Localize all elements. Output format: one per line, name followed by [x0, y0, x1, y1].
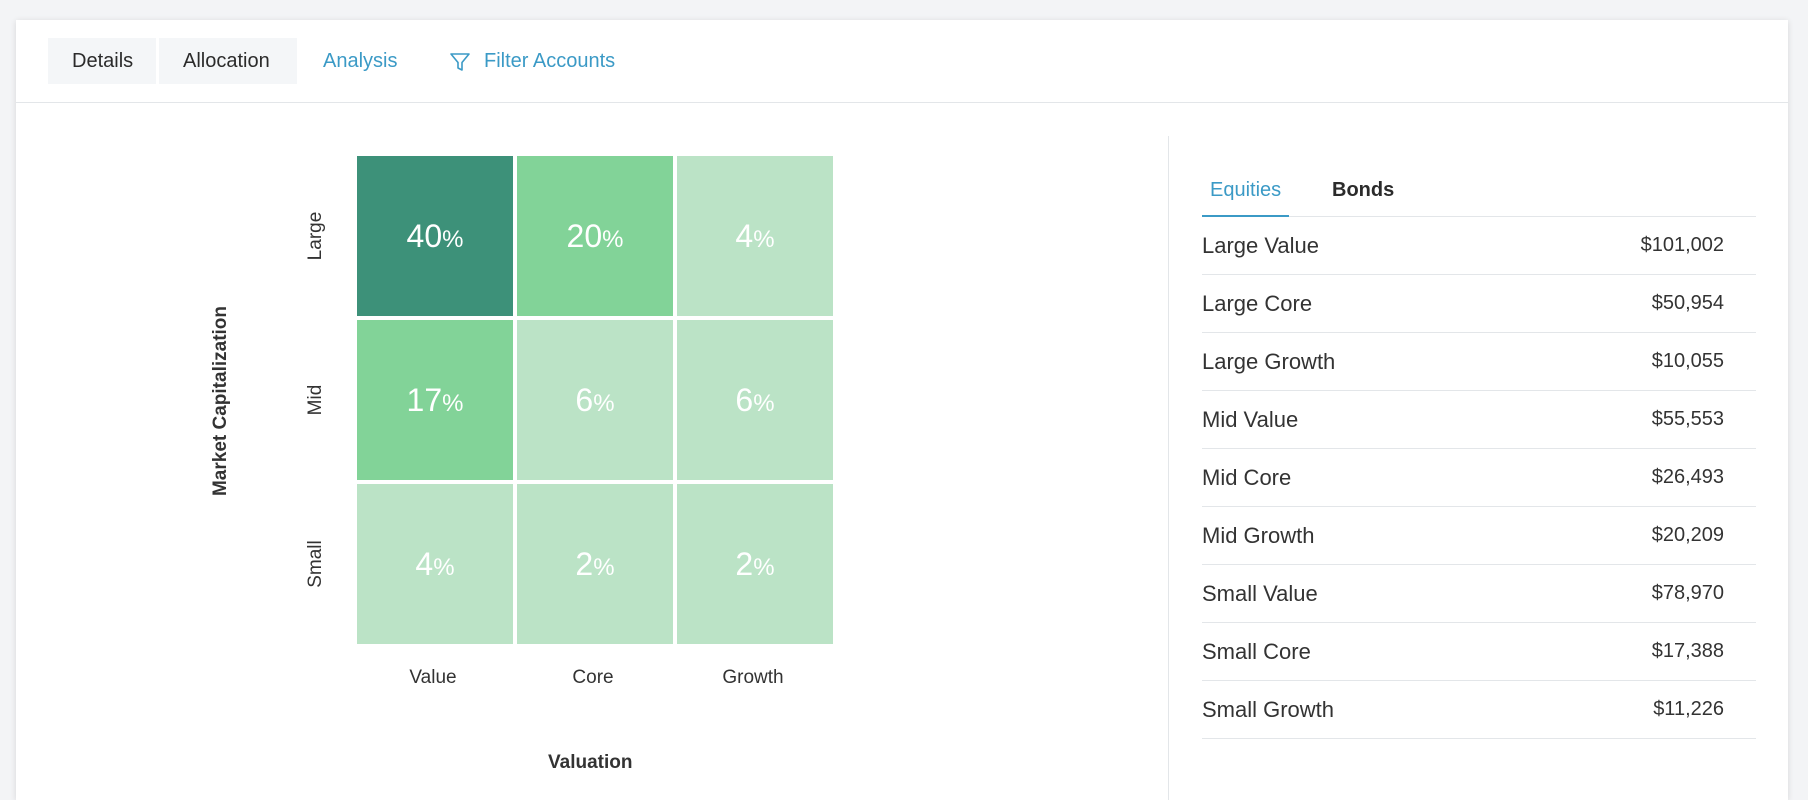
- heatmap-col-label: Growth: [722, 667, 784, 688]
- heatmap-cell-unit: %: [442, 226, 464, 253]
- holding-row: Large Growth $10,055: [1202, 333, 1756, 391]
- heatmap-cell: 4%: [357, 484, 513, 644]
- holding-label: Large Growth: [1202, 349, 1336, 374]
- tab-details[interactable]: Details: [48, 38, 156, 84]
- heatmap-cell-unit: %: [753, 554, 775, 581]
- holding-row: Large Value $101,002: [1202, 217, 1756, 275]
- heatmap-cell: 2%: [517, 484, 673, 644]
- heatmap-cell-unit: %: [602, 226, 624, 253]
- heatmap-cell-value: 2: [735, 546, 754, 582]
- heatmap-cell-value: 40: [406, 218, 443, 254]
- heatmap-cell-unit: %: [753, 390, 775, 417]
- heatmap-row-label: Mid: [305, 384, 326, 416]
- x-axis-title: Valuation: [548, 752, 633, 773]
- holding-label: Large Value: [1202, 233, 1320, 258]
- holding-row: Small Value $78,970: [1202, 565, 1756, 623]
- heatmap-cell-value: 2: [575, 546, 594, 582]
- asset-class-tabs: Equities Bonds: [1202, 135, 1756, 217]
- holdings-panel: Equities Bonds Large Value $101,002 Large …: [1202, 135, 1756, 739]
- panel-divider: [1168, 136, 1169, 800]
- heatmap-cell: 40%: [357, 156, 513, 316]
- y-axis-title: Market Capitalization: [210, 305, 231, 497]
- heatmap-cell-unit: %: [442, 390, 464, 417]
- heatmap-cell: 6%: [517, 320, 673, 480]
- holdings-list: Large Value $101,002 Large Core $50,954 Larg…: [1202, 217, 1756, 739]
- heatmap-row-label: Small: [305, 540, 326, 588]
- heatmap-cell-value: 6: [735, 382, 754, 418]
- heatmap-cell-value: 6: [575, 382, 594, 418]
- tab-analysis[interactable]: Analysis: [323, 50, 398, 72]
- filter-accounts-label: Filter Accounts: [484, 50, 616, 72]
- holding-label: Mid Core: [1202, 465, 1292, 490]
- holding-value: $17,388: [1651, 640, 1724, 662]
- heatmap-col-label: Core: [572, 667, 614, 688]
- heatmap-cell: 17%: [357, 320, 513, 480]
- holding-label: Large Core: [1202, 291, 1313, 316]
- heatmap-cell: 4%: [677, 156, 833, 316]
- heatmap-col-label: Value: [409, 667, 457, 688]
- heatmap-row-label: Large: [305, 211, 326, 261]
- top-tab-bar: Details Allocation Analysis Filter Accou…: [16, 20, 1788, 103]
- heatmap-cell-value: 4: [735, 218, 754, 254]
- holding-label: Mid Value: [1202, 407, 1299, 432]
- holding-label: Small Value: [1202, 581, 1318, 606]
- heatmap-cell-unit: %: [433, 554, 455, 581]
- holding-value: $50,954: [1651, 292, 1724, 314]
- holding-value: $101,002: [1640, 234, 1724, 256]
- holding-row: Large Core $50,954: [1202, 275, 1756, 333]
- holding-label: Small Growth: [1202, 697, 1335, 722]
- holding-row: Mid Value $55,553: [1202, 391, 1756, 449]
- heatmap-cell: 2%: [677, 484, 833, 644]
- heatmap-cell-value: 20: [566, 218, 603, 254]
- heatmap-cell-unit: %: [593, 554, 615, 581]
- tab-equities[interactable]: Equities: [1202, 177, 1290, 217]
- holding-label: Small Core: [1202, 639, 1311, 664]
- holding-value: $55,553: [1651, 408, 1724, 430]
- holding-value: $11,226: [1653, 698, 1724, 720]
- holding-row: Small Core $17,388: [1202, 623, 1756, 681]
- holding-row: Mid Growth $20,209: [1202, 507, 1756, 565]
- holding-label: Mid Growth: [1202, 523, 1315, 548]
- holding-value: $26,493: [1651, 466, 1724, 488]
- holding-value: $10,055: [1651, 350, 1724, 372]
- heatmap-cell-unit: %: [593, 390, 615, 417]
- heatmap-cell-unit: %: [753, 226, 775, 253]
- heatmap-cell: 6%: [677, 320, 833, 480]
- heatmap-cell-value: 4: [415, 546, 434, 582]
- holding-row: Mid Core $26,493: [1202, 449, 1756, 507]
- holding-value: $78,970: [1651, 582, 1724, 604]
- tab-allocation[interactable]: Allocation: [159, 38, 297, 84]
- style-box-heatmap: 40% 20% 4% 17% 6% 6% 4% 2% 2% Large Mid Small Valu…: [16, 103, 1168, 800]
- heatmap-cell-value: 17: [406, 382, 443, 418]
- analysis-card: Details Allocation Analysis Filter Accou…: [16, 20, 1788, 800]
- holding-value: $20,209: [1651, 524, 1724, 546]
- heatmap-cell: 20%: [517, 156, 673, 316]
- filter-icon: [450, 53, 470, 71]
- filter-accounts-button[interactable]: Filter Accounts: [448, 38, 639, 84]
- holding-row: Small Growth $11,226: [1202, 681, 1756, 739]
- tab-bonds[interactable]: Bonds: [1332, 179, 1395, 201]
